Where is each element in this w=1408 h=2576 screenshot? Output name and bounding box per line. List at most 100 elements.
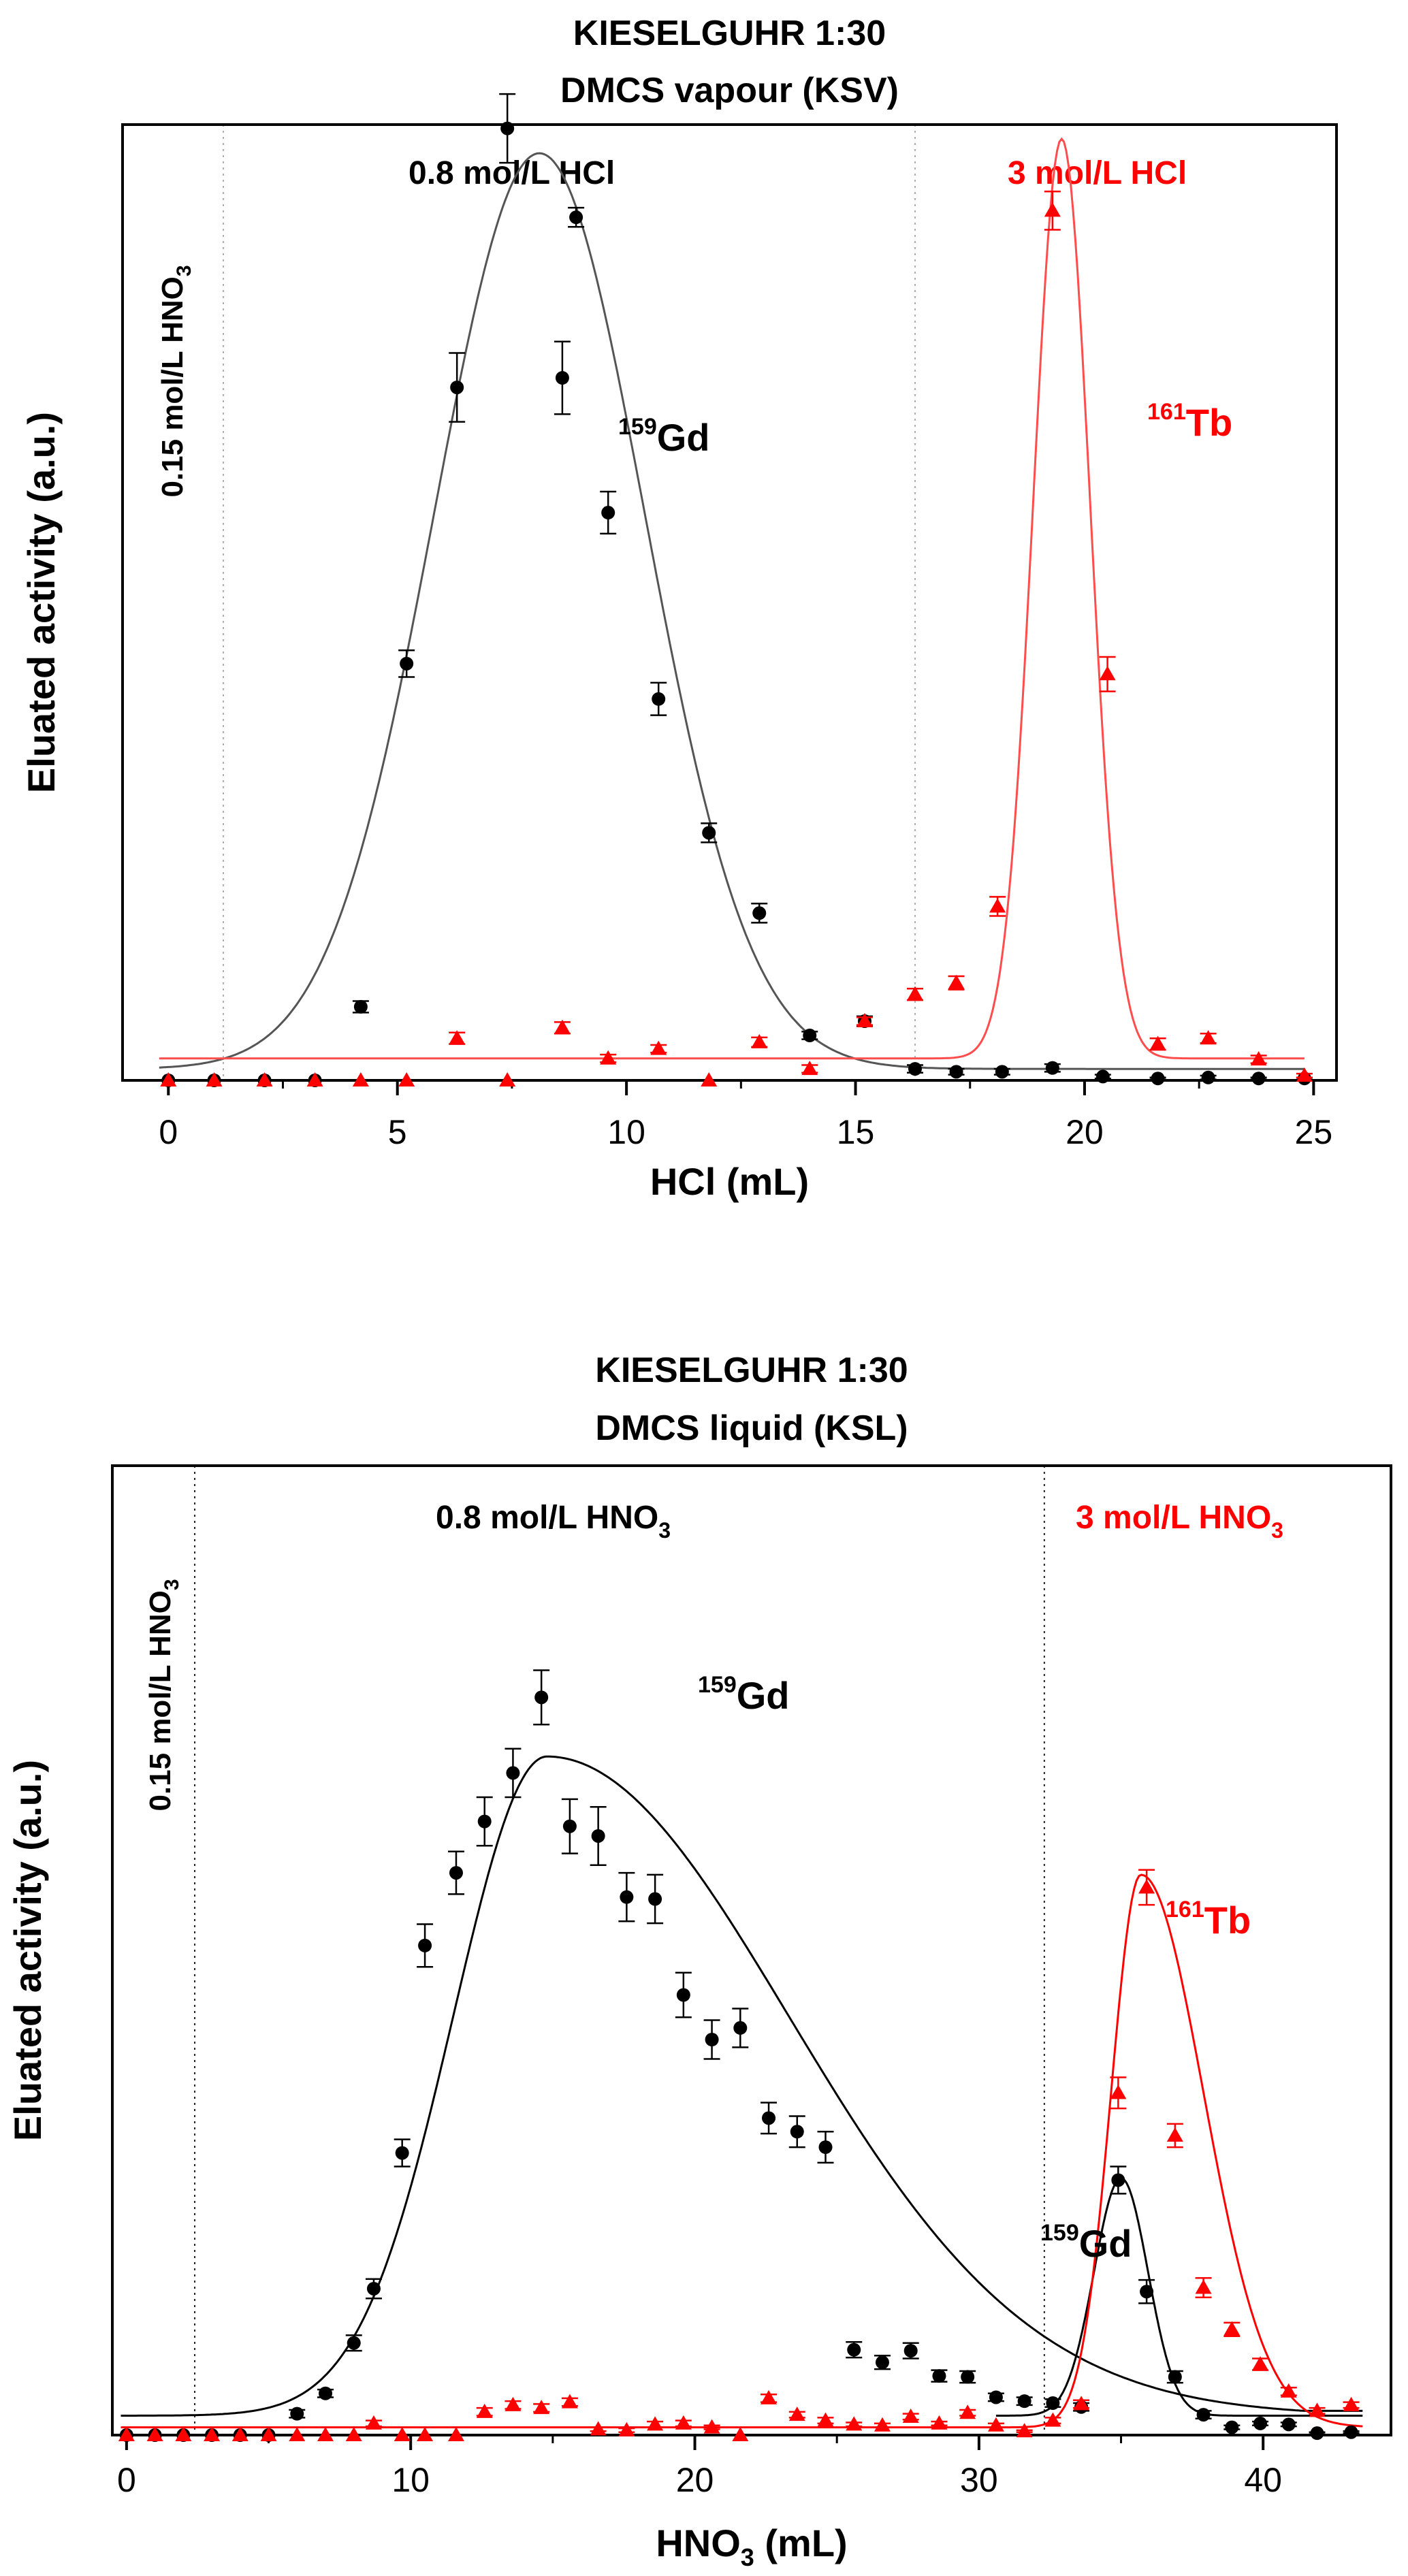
data-point-tb (902, 2408, 919, 2423)
region-label-left-main: 0.15 mol/L HNO (144, 1590, 177, 1811)
data-point-tb (948, 974, 965, 989)
data-point-tb (561, 2394, 578, 2409)
data-point-tb (701, 1072, 718, 1086)
fit-curve-gd (159, 152, 1305, 1070)
data-point-tb (874, 2417, 891, 2432)
data-point-tb (499, 1072, 516, 1086)
x-tick-label: 5 (388, 1113, 407, 1151)
data-point-tb (1296, 1067, 1313, 1082)
data-point-tb (959, 2404, 976, 2419)
data-point-tb (1099, 666, 1116, 681)
data-point-gd (1140, 2285, 1154, 2299)
chart-title-line1: KIESELGUHR 1:30 (595, 1351, 908, 1390)
isotope-label-gd: 159Gd (698, 1672, 790, 1717)
data-point-gd (1344, 2425, 1358, 2439)
region-label-right-main: 3 mol/L HNO (1076, 1500, 1271, 1536)
data-point-tb (1223, 2321, 1241, 2336)
x-tick-label: 20 (1066, 1113, 1104, 1151)
data-point-tb (398, 1072, 415, 1086)
data-point-tb (906, 986, 923, 1001)
data-point-gd (477, 1814, 492, 1829)
y-axis-title: Eluated activity (a.u.) (6, 1760, 49, 2141)
fit-curve-gd (121, 1755, 1363, 2417)
data-point-tb (987, 2417, 1004, 2432)
data-point-tb (647, 2416, 664, 2431)
data-point-tb (175, 2427, 192, 2441)
isotope-label-gd: 159Gd (618, 414, 710, 459)
data-point-tb (447, 2427, 464, 2441)
data-point-gd (790, 2125, 804, 2139)
fit-curve-tb (121, 1873, 1363, 2429)
isotope-label-gd-second: 159Gd (1040, 2220, 1132, 2265)
data-point-tb (1280, 2383, 1297, 2398)
data-point-tb (505, 2396, 522, 2411)
data-point-tb (931, 2415, 948, 2430)
data-point-tb (317, 2427, 334, 2441)
data-point-tb (1149, 1035, 1166, 1050)
data-point-gd (601, 506, 615, 520)
region-label-mid: 0.8 mol/L HNO3 (436, 1500, 671, 1543)
data-point-tb (856, 1012, 873, 1027)
data-point-gd (418, 1938, 432, 1952)
data-point-tb (989, 898, 1006, 913)
data-point-gd (450, 381, 464, 395)
data-point-gd (1045, 1061, 1059, 1075)
data-point-tb (260, 2427, 277, 2441)
isotope-label-tb: 161Tb (1147, 399, 1232, 444)
data-point-gd (1168, 2370, 1182, 2384)
data-point-tb (801, 1061, 818, 1076)
data-point-gd (1310, 2426, 1324, 2441)
data-point-gd (908, 1062, 922, 1076)
region-label-right: 3 mol/L HCl (1008, 155, 1187, 191)
x-tick-label: 40 (1244, 2461, 1282, 2499)
data-point-tb (1195, 2279, 1212, 2294)
region-label-left-sub: 3 (173, 265, 195, 276)
isotope-label-gd-name: Gd (657, 416, 710, 459)
data-point-gd (803, 1029, 817, 1043)
region-label-right-main: 3 mol/L HCl (1008, 155, 1187, 191)
data-point-tb (476, 2403, 493, 2418)
data-point-tb (118, 2427, 135, 2441)
region-label-left-sub: 3 (161, 1579, 183, 1590)
plot-frame (111, 1464, 1392, 2436)
data-point-tb (1252, 2356, 1269, 2371)
data-point-gd (733, 2020, 748, 2035)
data-point-gd (353, 999, 368, 1014)
data-point-gd (1111, 2173, 1125, 2187)
data-point-gd (652, 692, 666, 706)
x-tick-label: 10 (391, 2461, 430, 2499)
data-point-gd (648, 1892, 662, 1906)
data-point-tb (306, 1072, 323, 1086)
data-point-gd (818, 2140, 833, 2155)
data-point-gd (1251, 1072, 1266, 1086)
data-point-gd (449, 1866, 463, 1880)
data-point-gd (506, 1766, 520, 1780)
isotope-label-tb-name: Tb (1186, 401, 1232, 444)
isotope-label-tb-name: Tb (1204, 1899, 1251, 1942)
data-point-gd (500, 121, 515, 135)
data-point-tb (600, 1050, 617, 1065)
isotope-label-gd-second-name: Gd (1079, 2222, 1132, 2265)
data-point-tb (533, 2400, 550, 2415)
data-point-gd (989, 2390, 1003, 2404)
chart-title-line1: KIESELGUHR 1:30 (573, 14, 886, 53)
region-label-left: 0.15 mol/L HNO3 (156, 265, 195, 497)
data-point-tb (1343, 2396, 1360, 2411)
data-point-tb (1250, 1051, 1267, 1066)
x-axis-title: HNO3 (mL) (656, 2522, 847, 2571)
data-point-tb (761, 2389, 778, 2404)
isotope-label-gd-second-sup: 159 (1040, 2220, 1079, 2246)
data-point-gd (1151, 1072, 1165, 1086)
data-point-gd (932, 2369, 946, 2383)
data-point-tb (345, 2427, 362, 2441)
x-axis-title-main: HNO (656, 2522, 740, 2564)
plot-frame (121, 123, 1338, 1082)
region-label-left: 0.15 mol/L HNO3 (144, 1579, 183, 1811)
data-point-gd (752, 906, 767, 920)
data-point-gd (591, 1829, 605, 1843)
data-point-tb (554, 1019, 571, 1034)
data-point-tb (1200, 1030, 1217, 1045)
data-point-tb (206, 1072, 223, 1086)
data-point-gd (400, 656, 414, 671)
